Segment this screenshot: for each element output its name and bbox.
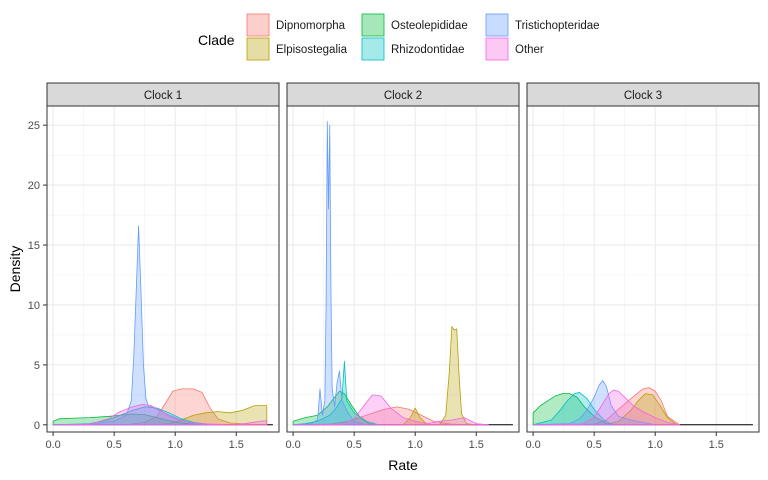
x-tick-label: 1.0 [648, 439, 663, 451]
x-tick-label: 1.5 [709, 439, 724, 451]
x-tick-label: 0.0 [525, 439, 540, 451]
y-tick-label: 20 [28, 180, 40, 192]
panel-clock-3: Clock 3 0.0 0.5 1.0 1.5 [525, 82, 760, 451]
legend-label-osteolepididae: Osteolepididae [391, 20, 468, 32]
x-tick-label: 1.5 [469, 439, 484, 451]
legend-label-elpisostegalia: Elpisostegalia [276, 44, 348, 56]
legend-key-tristichopteridae [485, 13, 509, 37]
plot-background [47, 106, 279, 432]
panel-title: Clock 3 [624, 90, 662, 102]
panel-clock-2: Clock 2 0.0 0.5 1.0 1.5 [285, 82, 520, 451]
x-tick-label: 1.5 [229, 439, 244, 451]
y-tick-label: 25 [28, 120, 40, 132]
density-other [52, 404, 268, 426]
density-rhizodontidae [532, 392, 613, 426]
y-axis-title: Density [7, 246, 23, 293]
x-tick-label: 1.0 [408, 439, 423, 451]
density-dipnomorpha [532, 387, 681, 426]
density-elpisostegalia [532, 393, 678, 426]
gridlines [47, 106, 279, 432]
legend-label-rhizodontidae: Rhizodontidae [391, 44, 465, 56]
density-tristichopteridae [52, 225, 213, 426]
x-tick-label: 0.5 [107, 439, 122, 451]
legend-label-dipnomorpha: Dipnomorpha [276, 20, 346, 32]
x-axis-title: Rate [388, 457, 418, 473]
x-tick-label: 1.0 [168, 439, 183, 451]
density-tristichopteridae [532, 380, 656, 426]
plot-background [527, 106, 759, 432]
density-other [292, 394, 489, 426]
legend-title: Clade [198, 32, 235, 48]
legend: Clade Dipnomorpha Elpisostegalia Osteolepid… [198, 13, 600, 61]
panel-border [46, 105, 280, 433]
y-tick-label: 0 [34, 420, 40, 432]
legend-key-osteolepididae [361, 13, 385, 37]
density-tristichopteridae [292, 121, 367, 426]
x-tick-label: 0.5 [347, 439, 362, 451]
density-areas [52, 225, 268, 426]
y-tick-label: 5 [34, 360, 40, 372]
density-elpisostegalia [402, 326, 477, 426]
density-areas [292, 121, 489, 426]
panel-border [526, 105, 760, 433]
legend-key-other [485, 37, 509, 61]
panel-border [286, 105, 520, 433]
density-areas [532, 380, 681, 426]
legend-label-tristichopteridae: Tristichopteridae [515, 20, 600, 32]
y-tick-label: 15 [28, 240, 40, 252]
gridlines [527, 106, 759, 432]
x-tick-label: 0.0 [285, 439, 300, 451]
plot-background [287, 106, 519, 432]
x-tick-label: 0.5 [587, 439, 602, 451]
x-tick-label: 0.0 [45, 439, 60, 451]
legend-key-rhizodontidae [361, 37, 385, 61]
legend-label-other: Other [515, 44, 544, 56]
gridlines [287, 106, 519, 432]
legend-key-elpisostegalia [246, 37, 270, 61]
density-elpisostegalia [52, 405, 268, 426]
legend-key-dipnomorpha [246, 13, 270, 37]
density-other [532, 389, 681, 426]
panel-title: Clock 2 [384, 90, 422, 102]
panel-clock-1: Clock 1 0.0 0.5 1.0 1.5 0 5 10 15 20 25 [28, 82, 280, 451]
y-tick-label: 10 [28, 300, 40, 312]
density-osteolepididae [52, 413, 213, 426]
panel-title: Clock 1 [144, 90, 182, 102]
density-dipnomorpha [292, 406, 471, 426]
